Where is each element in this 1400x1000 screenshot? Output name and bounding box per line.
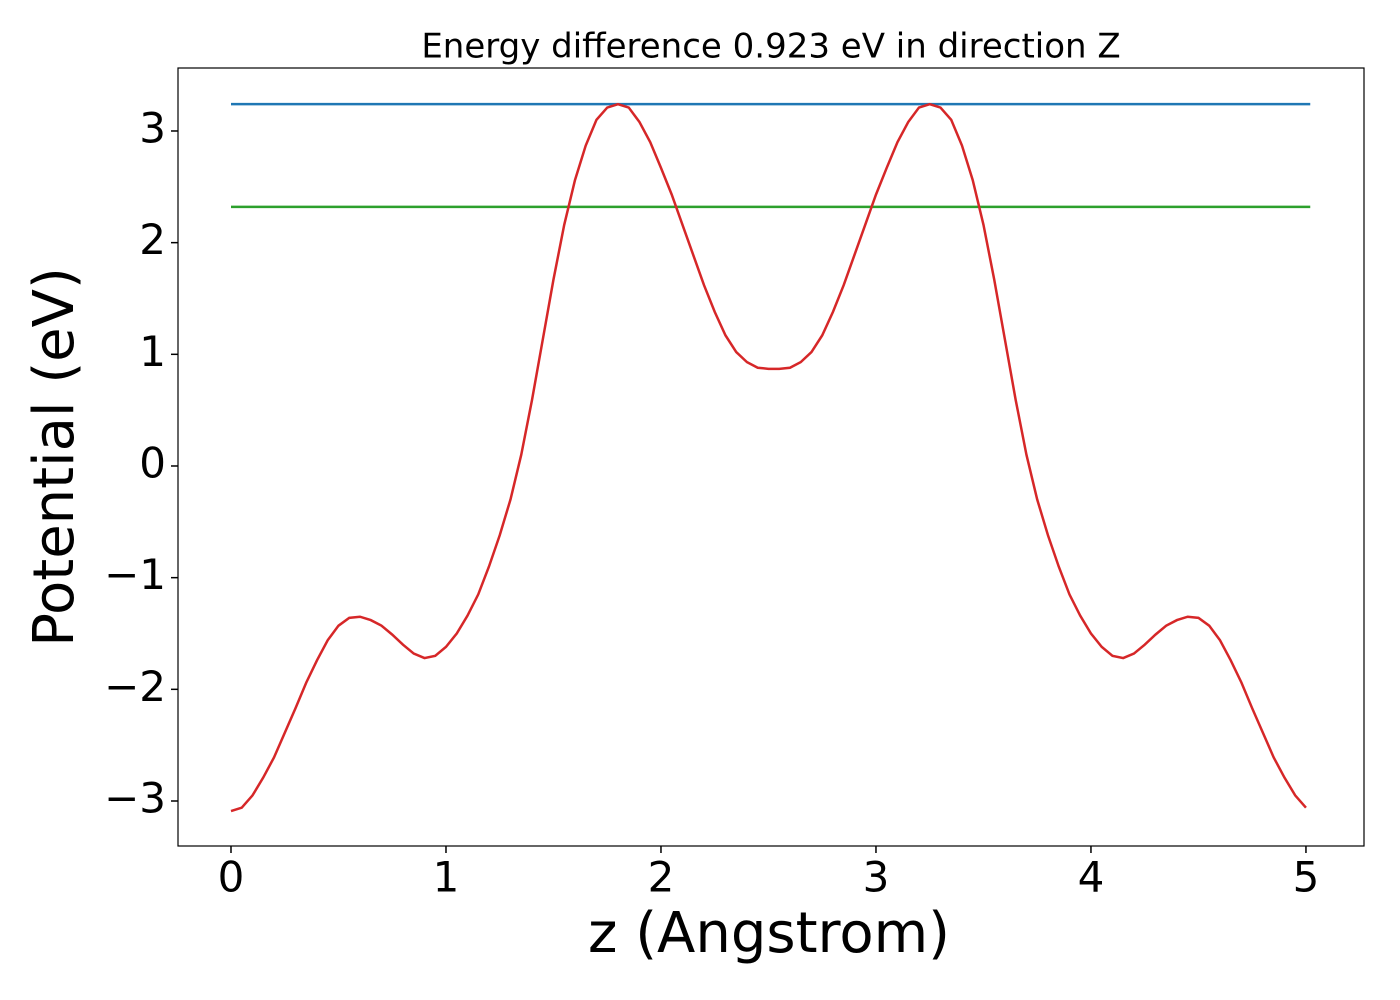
x-tick-label: 3 — [863, 853, 890, 902]
x-tick-label: 1 — [433, 853, 460, 902]
y-tick-label: −3 — [104, 773, 166, 822]
y-tick-label: 1 — [139, 327, 166, 376]
y-tick-label: 3 — [139, 103, 166, 152]
plot-frame — [177, 67, 1365, 847]
y-tick-label: 0 — [139, 438, 166, 487]
x-tick-label: 2 — [648, 853, 675, 902]
x-tick-label: 5 — [1293, 853, 1320, 902]
y-tick-label: −1 — [104, 550, 166, 599]
x-tick-label: 4 — [1078, 853, 1105, 902]
x-axis-label: z (Angstrom) — [588, 901, 950, 966]
y-axis-label: Potential (eV) — [22, 267, 87, 647]
y-tick-label: −2 — [104, 662, 166, 711]
chart-title: Energy difference 0.923 eV in direction … — [421, 27, 1120, 67]
data-line — [230, 102, 1307, 813]
x-tick-label: 0 — [218, 853, 245, 902]
y-tick-label: 2 — [139, 215, 166, 264]
